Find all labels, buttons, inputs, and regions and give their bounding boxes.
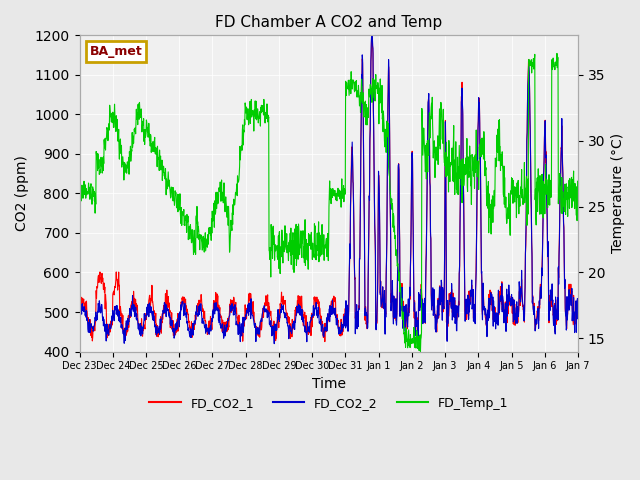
Legend: FD_CO2_1, FD_CO2_2, FD_Temp_1: FD_CO2_1, FD_CO2_2, FD_Temp_1 [144,392,513,415]
Text: BA_met: BA_met [90,45,142,58]
Y-axis label: CO2 (ppm): CO2 (ppm) [15,156,29,231]
X-axis label: Time: Time [312,377,346,391]
Y-axis label: Temperature (°C): Temperature (°C) [611,133,625,253]
Title: FD Chamber A CO2 and Temp: FD Chamber A CO2 and Temp [215,15,442,30]
